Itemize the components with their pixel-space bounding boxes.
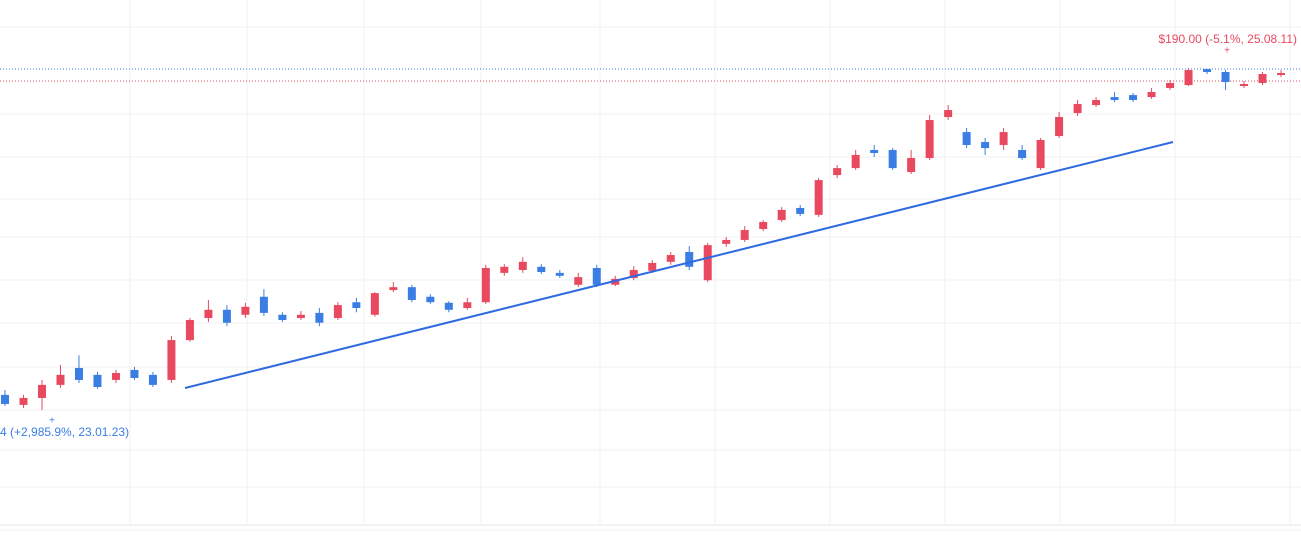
candle-body (518, 261, 527, 270)
candle-body (814, 180, 823, 215)
candle-body (1073, 104, 1082, 114)
candle-body (1203, 69, 1212, 73)
candle-body (759, 222, 768, 229)
candle-body (1166, 82, 1175, 89)
candle-body (407, 287, 416, 301)
candle-body (352, 302, 361, 308)
candle-body (241, 306, 250, 315)
candle-body (204, 309, 213, 319)
candle-body (296, 314, 305, 319)
candle-body (796, 207, 805, 214)
candle-body (426, 296, 435, 303)
candle-body (333, 305, 342, 319)
candle-body (1258, 74, 1267, 83)
candle-body (130, 369, 139, 378)
candle-body (888, 149, 897, 169)
candle-body (1277, 73, 1285, 76)
candle-body (370, 293, 379, 315)
candle-body (111, 373, 120, 380)
candle-body (222, 309, 231, 323)
candle-body (999, 132, 1008, 145)
candle-body (537, 266, 546, 273)
candle-body (463, 302, 472, 308)
candle-body (685, 251, 694, 267)
candle-body (1018, 149, 1027, 159)
candle-body (148, 374, 157, 385)
candle-body (500, 266, 509, 273)
candle-body (1221, 72, 1230, 83)
candle-body (722, 239, 731, 244)
candle-body (278, 314, 287, 321)
candle-body (259, 296, 268, 313)
candle-body (481, 267, 490, 303)
candle-body (962, 132, 971, 145)
candle-body (833, 168, 842, 176)
candle-body (870, 149, 879, 153)
candle-body (648, 262, 657, 271)
candle-body (851, 154, 860, 169)
candle-body (315, 312, 324, 323)
candle-body (167, 340, 176, 380)
candle-body (1129, 95, 1138, 101)
candle-body (1240, 84, 1249, 87)
candle-body (185, 320, 194, 341)
candle-body (777, 209, 786, 221)
candle-body (1, 394, 9, 404)
candle-body (1092, 100, 1101, 106)
high-label: $190.00 (-5.1%, 25.08.11) (1158, 32, 1297, 46)
low-marker: + (49, 416, 55, 427)
candle-body (1110, 97, 1119, 101)
candle-body (93, 374, 102, 388)
candle-body (37, 384, 46, 398)
candle-body (907, 158, 916, 173)
candle-body (1036, 140, 1045, 169)
candles (1, 68, 1285, 410)
candle-body (666, 255, 675, 262)
candle-body (56, 374, 65, 385)
candle-body (1147, 91, 1156, 98)
candle-body (592, 267, 601, 285)
candle-body (1055, 117, 1064, 137)
candle-body (629, 269, 638, 278)
candle-body (555, 272, 564, 276)
candle-body (740, 230, 749, 240)
candle-body (925, 120, 934, 159)
trend-line (184, 141, 1174, 389)
candle-body (74, 367, 83, 380)
candle-body (444, 302, 453, 310)
candle-body (389, 287, 398, 291)
low-label: 4 (+2,985.9%, 23.01.23) (0, 425, 129, 439)
candle-body (944, 110, 953, 118)
candle-body (1184, 70, 1193, 86)
candle-body (574, 277, 583, 285)
candle-body (19, 397, 28, 405)
high-marker: + (1224, 46, 1230, 57)
candle-body (981, 141, 990, 149)
candle-body (703, 245, 712, 281)
